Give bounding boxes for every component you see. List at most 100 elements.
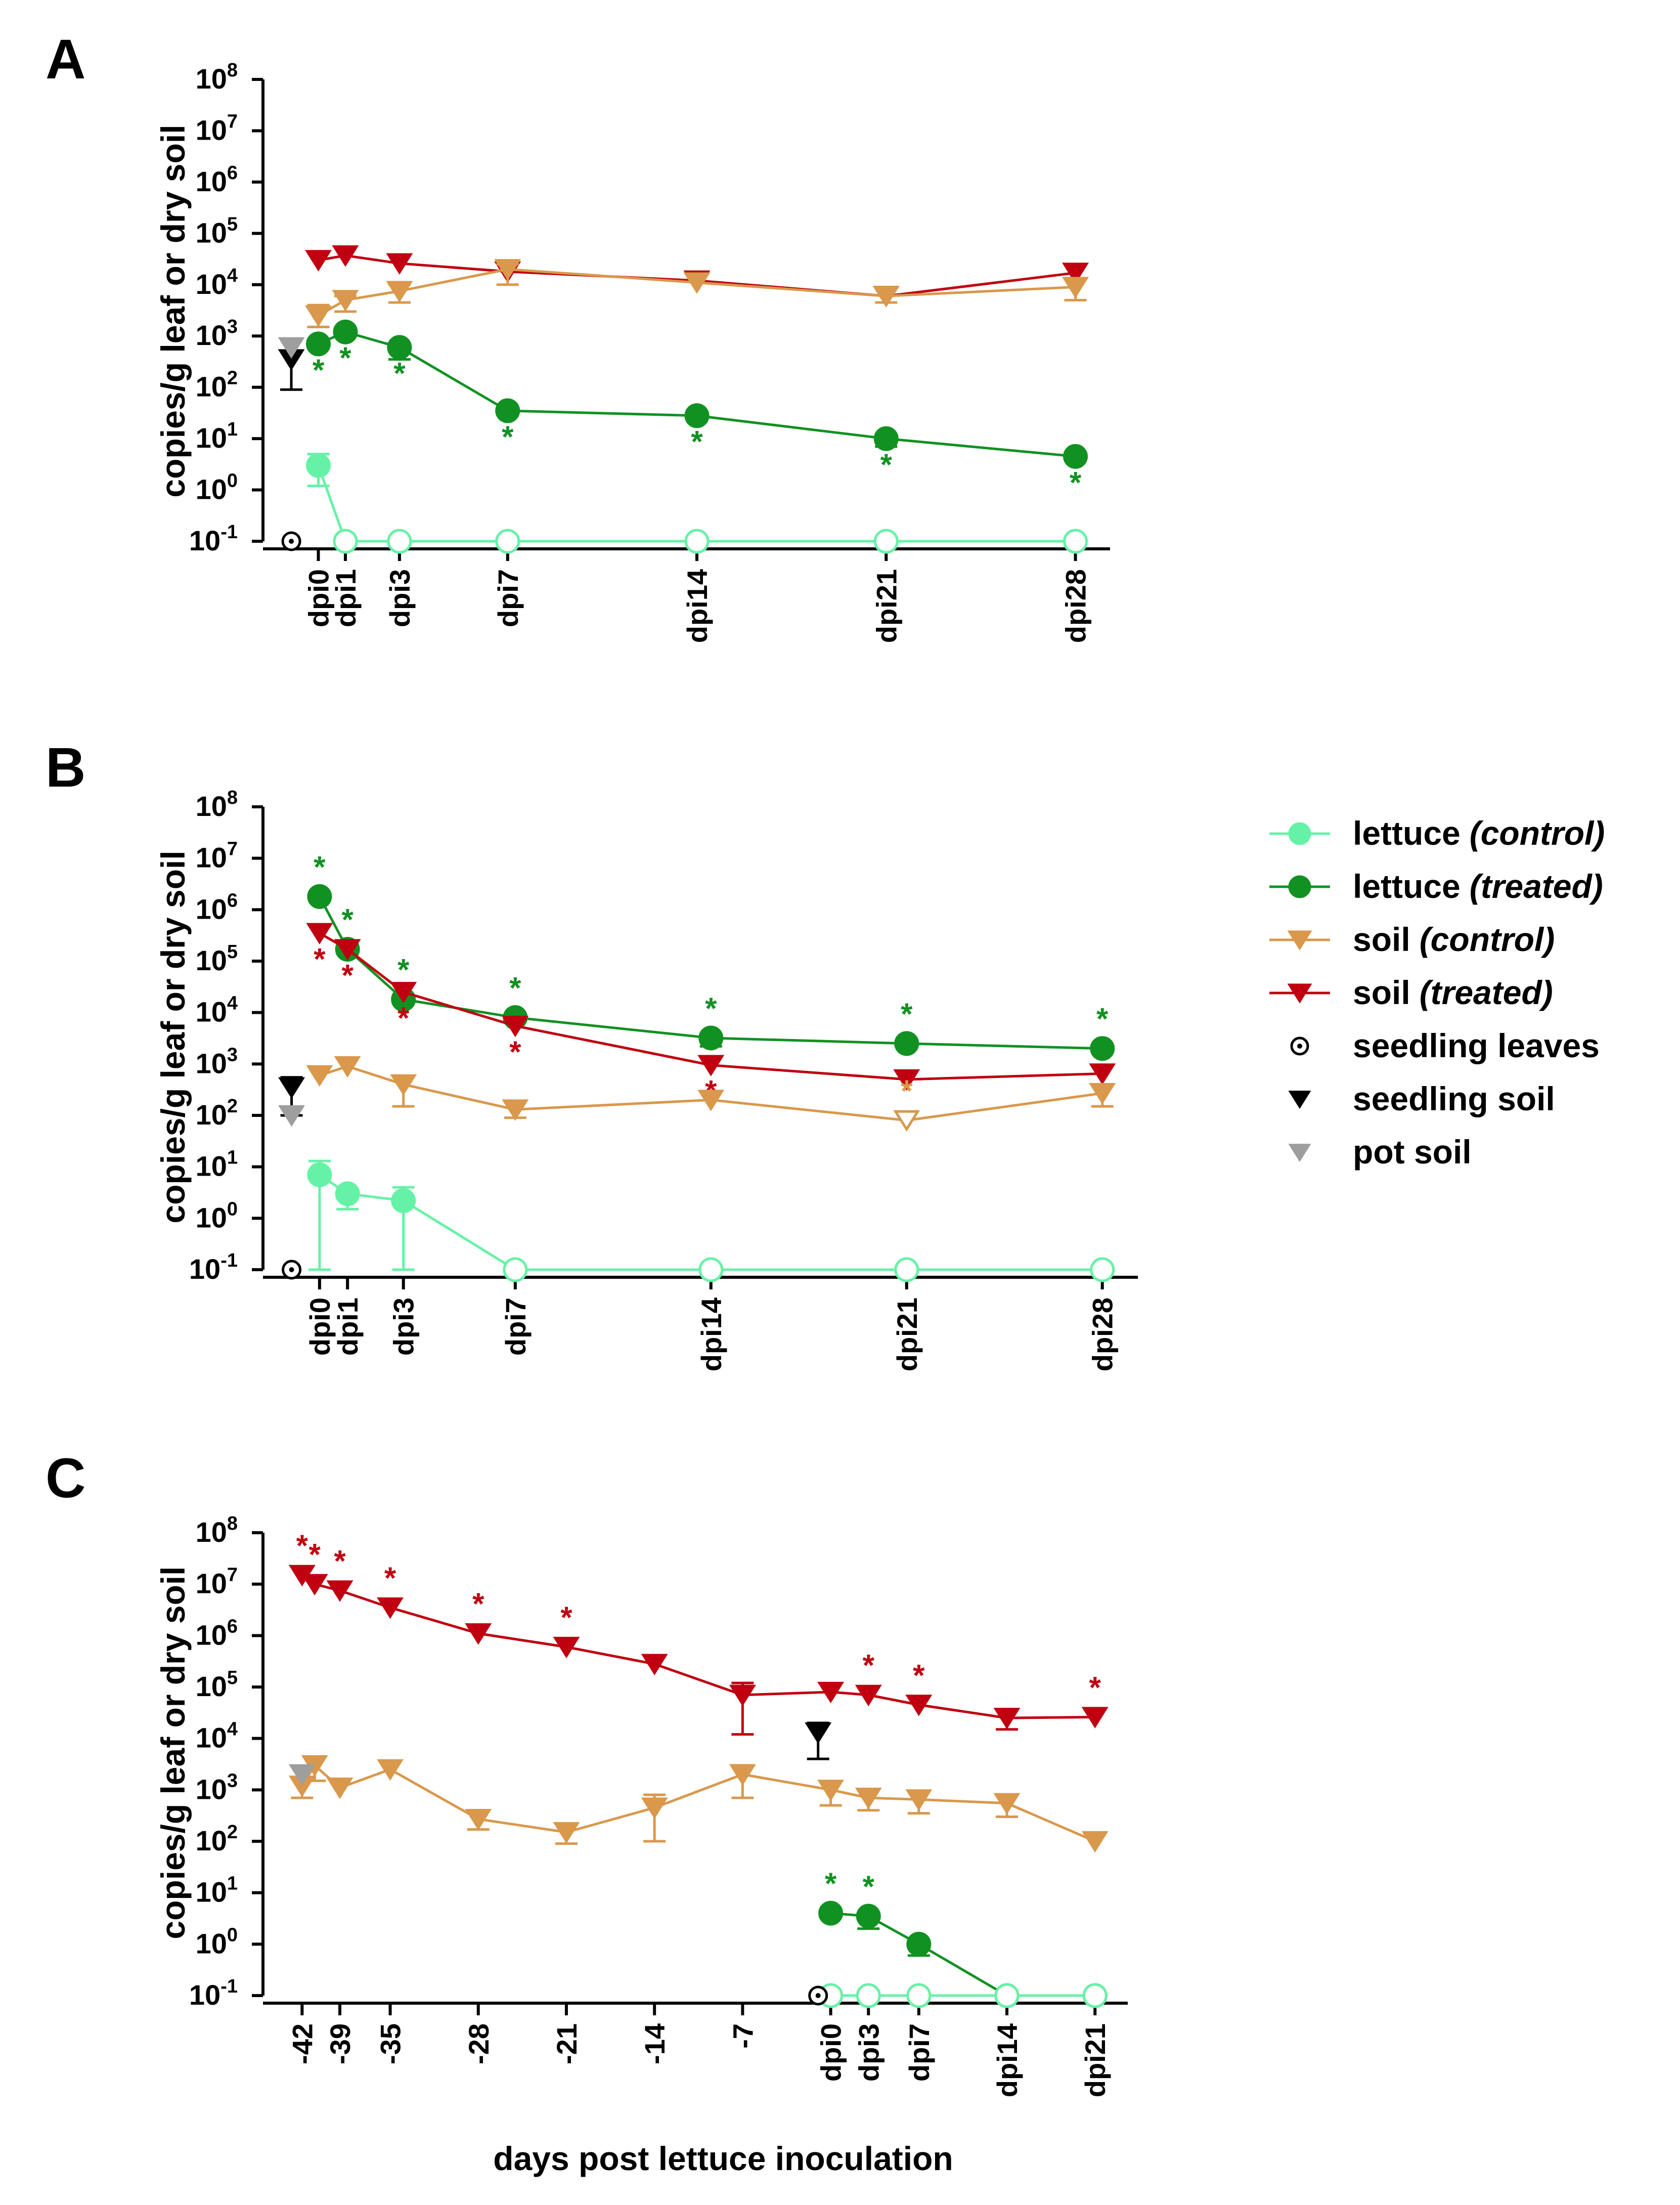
data-point [278,337,305,359]
legend-marker [1288,1091,1311,1109]
data-point [332,245,359,267]
legend-label: seedling soil [1353,1080,1555,1117]
data-point [335,1181,360,1206]
series-lettuce-control- [818,1983,1108,2008]
y-tick-base: 10 [196,1099,227,1131]
significance-star: * [339,341,351,375]
y-tick-base: 10 [196,371,227,403]
y-tick-base: 10 [196,1568,227,1599]
data-point [502,1099,529,1121]
y-tick-base: 10 [189,525,220,556]
y-tick-base: 10 [196,1722,227,1754]
legend-item: soil (treated) [1269,974,1553,1011]
significance-star: * [309,1538,321,1572]
x-tick-label: dpi21 [870,569,902,643]
y-tick-label: 101 [196,1147,238,1182]
data-point [906,1931,932,1957]
y-tick-base: 10 [196,473,227,505]
data-point [993,1793,1021,1815]
series-soil-treated-: * * * * * [306,923,1116,1108]
data-point [684,529,710,554]
y-tick-base: 10 [189,1979,220,2011]
legend-label-main: seedling soil [1353,1080,1555,1117]
y-tick-exponent: 5 [227,941,238,963]
legend-item: seedling soil [1288,1080,1555,1117]
y-tick-exponent: 1 [227,1147,238,1169]
y-tick-label: 106 [196,1616,238,1651]
data-point [1063,529,1088,554]
x-tick-label: dpi1 [330,569,362,627]
legend-marker [1287,983,1312,1004]
data-point [641,1797,668,1819]
series-soil-control- [304,259,1089,328]
data-point [697,1055,725,1076]
series-lettuce-control- [306,453,1088,554]
y-tick-base: 10 [196,1619,227,1651]
series-line [319,1174,1102,1271]
y-tick-exponent: -1 [220,1976,238,1997]
data-point [334,1056,361,1078]
y-tick-base: 10 [196,790,227,822]
data-point [333,319,358,344]
data-point [906,1983,932,2008]
y-tick-base: 10 [196,1825,227,1856]
legend-label: seedling leaves [1353,1027,1600,1064]
series-pot-soil [278,337,305,359]
y-tick-exponent: 0 [227,1924,238,1945]
series-seedling-leaves [808,1985,828,2006]
data-point [683,272,711,294]
series-lettuce-control- [307,1159,1115,1282]
legend-item: lettuce (control) [1269,814,1605,852]
data-point [818,1900,844,1926]
panel-letter-c: C [46,1447,85,1509]
y-tick-exponent: 0 [227,1198,238,1220]
legend-label-main: soil [1353,921,1410,958]
y-axis-label-b: copies/g leaf or dry soil [154,850,192,1223]
data-point [278,1077,305,1099]
legend-label: pot soil [1353,1133,1472,1171]
y-tick-label: 108 [196,60,238,95]
x-tick-label: -39 [324,2023,356,2064]
x-tick-label: dpi28 [1060,569,1092,643]
y-tick-label: 106 [196,162,238,197]
y-tick-exponent: 3 [227,1044,238,1065]
series-soil-control-: * [306,1056,1116,1132]
legend: lettuce (control)lettuce (treated)soil (con… [1269,814,1605,1171]
data-point [894,1031,919,1056]
data-point [873,426,899,451]
y-tick-label: 103 [196,1770,238,1805]
y-tick-exponent: 8 [227,60,238,81]
y-tick-exponent: 8 [227,787,238,808]
y-tick-label: 105 [196,941,238,976]
data-point [334,939,361,961]
data-point-dot [815,1993,821,1998]
y-tick-base: 10 [196,1201,227,1233]
y-tick-exponent: 6 [227,162,238,184]
series-soil-treated-: * * *** ** * * [288,1529,1109,1736]
y-tick-label: 100 [196,1924,238,1959]
data-point [278,1105,305,1127]
data-point [1089,1063,1116,1085]
data-point [872,286,900,308]
x-tick-label: dpi0 [303,569,335,627]
y-tick-base: 10 [196,63,227,95]
x-tick-label: dpi1 [332,1298,364,1356]
data-point [288,1764,316,1786]
data-point [684,403,710,428]
data-point [893,1069,920,1091]
data-point-dot [289,539,294,544]
data-point [817,1681,845,1704]
data-point [817,1780,845,1801]
y-tick-exponent: 4 [227,993,238,1014]
legend-label-main: lettuce [1353,814,1461,852]
x-tick-label: dpi3 [853,2023,885,2082]
data-point [306,1065,333,1087]
y-tick-label: 106 [196,890,238,925]
data-point [729,1764,756,1786]
x-tick-label: -28 [463,2023,495,2064]
x-tick-label: dpi21 [1079,2023,1111,2097]
x-tick-label: dpi0 [815,2023,847,2082]
y-tick-label: 108 [196,1513,238,1548]
